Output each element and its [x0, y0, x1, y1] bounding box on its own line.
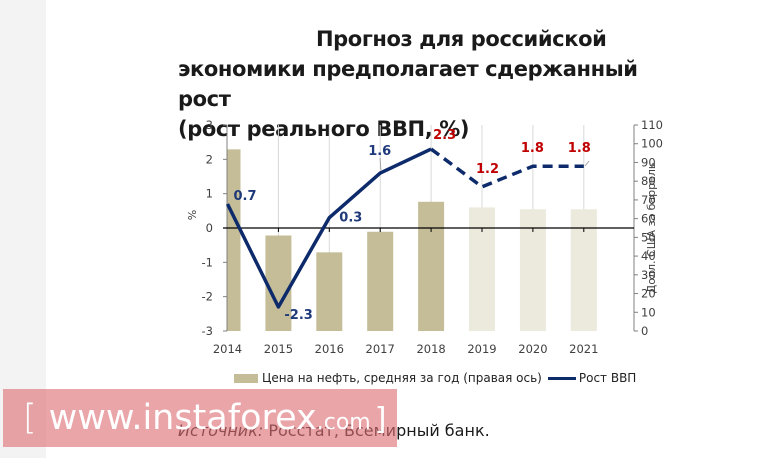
- right-tick-label: 90: [641, 155, 656, 169]
- gdp-data-label: 1.6: [368, 144, 391, 159]
- left-tick-label: 3: [206, 118, 213, 132]
- watermark-close-bracket: ]: [374, 402, 387, 437]
- left-tick-label: -3: [202, 324, 213, 338]
- legend-line-swatch: [547, 376, 576, 380]
- oil-price-bar: [418, 201, 445, 331]
- gdp-data-label: 0.3: [339, 211, 362, 226]
- watermark-banner: [ www.instaforex.com]: [3, 389, 397, 447]
- x-tick-label: 2021: [569, 342, 598, 356]
- gdp-line-forecast: [430, 147, 584, 189]
- legend-line-label: Рост ВВП: [578, 371, 637, 385]
- x-tick-label: 2016: [315, 342, 344, 356]
- left-tick-label: 0: [206, 221, 213, 235]
- left-margin-strip: [0, 0, 46, 458]
- gdp-line-actual: [225, 147, 432, 309]
- watermark-com: .com: [316, 410, 371, 435]
- x-tick-label: 2018: [416, 342, 445, 356]
- right-tick-label: 80: [641, 174, 656, 188]
- right-tick-label: 70: [641, 193, 656, 207]
- oil-price-bar: [367, 231, 394, 331]
- right-tick-label: 40: [641, 249, 656, 263]
- gdp-data-label: 0.7: [234, 189, 257, 204]
- x-tick-label: 2020: [518, 342, 547, 356]
- right-tick-label: 60: [641, 212, 656, 226]
- title-line-1: Прогноз для российской: [316, 27, 607, 51]
- left-tick-label: -2: [202, 290, 213, 304]
- legend-bar-label: Цена на нефть, средняя за год (правая ос…: [262, 371, 542, 385]
- right-axis-title: Долл. США за баррель: [645, 163, 658, 294]
- gdp-data-label: 1.8: [568, 141, 591, 156]
- leader-line: [379, 157, 382, 171]
- gdp-data-label: -2.3: [284, 308, 312, 323]
- oil-price-bar: [316, 252, 343, 331]
- right-tick-label: 100: [641, 137, 663, 151]
- x-tick-label: 2019: [467, 342, 496, 356]
- left-axis-title: %: [186, 210, 199, 220]
- oil-price-bar: [469, 207, 495, 331]
- gdp-data-label: 1.8: [521, 141, 544, 156]
- title-line-2: экономики предполагает сдержанный рост: [178, 57, 638, 111]
- legend-bar-swatch: [234, 373, 258, 383]
- right-tick-label: 110: [641, 118, 663, 132]
- watermark-text: www.instaforex: [48, 398, 317, 438]
- x-tick-label: 2015: [264, 342, 293, 356]
- x-tick-label: 2014: [213, 342, 242, 356]
- left-tick-label: 1: [206, 187, 213, 201]
- right-tick-label: 10: [641, 305, 656, 319]
- right-tick-label: 30: [641, 268, 656, 282]
- oil-price-bar: [227, 149, 241, 331]
- leader-line: [584, 160, 590, 167]
- right-tick-label: 0: [641, 324, 648, 338]
- left-tick-label: -1: [202, 255, 213, 269]
- right-tick-label: 50: [641, 230, 656, 244]
- gdp-data-label: 1.2: [476, 162, 499, 177]
- gdp-data-label: 2.3: [433, 128, 456, 143]
- right-tick-label: 20: [641, 287, 656, 301]
- chart-legend: Цена на нефть, средняя за год (правая ос…: [234, 368, 636, 388]
- x-tick-label: 2017: [366, 342, 395, 356]
- watermark-open-bracket: [: [23, 398, 37, 438]
- oil-price-bar: [265, 235, 292, 331]
- left-tick-label: 2: [206, 152, 213, 166]
